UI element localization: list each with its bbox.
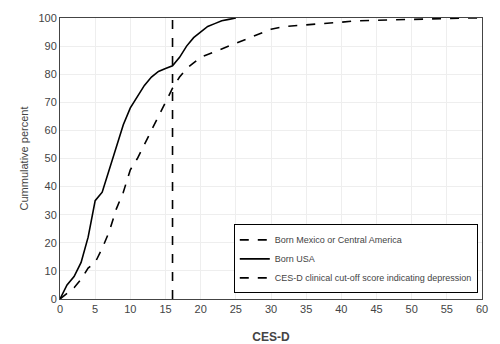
svg-text:15: 15 <box>159 303 171 315</box>
svg-text:40: 40 <box>335 303 347 315</box>
svg-text:60: 60 <box>45 124 57 136</box>
svg-text:45: 45 <box>370 303 382 315</box>
svg-text:0: 0 <box>51 293 57 305</box>
svg-text:10: 10 <box>124 303 136 315</box>
svg-text:80: 80 <box>45 68 57 80</box>
svg-text:50: 50 <box>45 152 57 164</box>
svg-text:35: 35 <box>300 303 312 315</box>
svg-text:Born USA: Born USA <box>275 254 315 264</box>
svg-text:55: 55 <box>441 303 453 315</box>
svg-text:30: 30 <box>45 209 57 221</box>
svg-text:CES-D clinical cut-off score i: CES-D clinical cut-off score indicating … <box>275 273 471 283</box>
svg-text:100: 100 <box>38 12 56 24</box>
svg-text:50: 50 <box>406 303 418 315</box>
svg-text:10: 10 <box>45 265 57 277</box>
svg-text:20: 20 <box>45 237 57 249</box>
svg-text:40: 40 <box>45 180 57 192</box>
svg-text:5: 5 <box>92 303 98 315</box>
svg-text:70: 70 <box>45 96 57 108</box>
svg-text:CES-D: CES-D <box>252 330 290 344</box>
svg-text:90: 90 <box>45 40 57 52</box>
svg-text:0: 0 <box>57 303 63 315</box>
svg-text:30: 30 <box>265 303 277 315</box>
svg-text:25: 25 <box>230 303 242 315</box>
svg-text:60: 60 <box>476 303 488 315</box>
svg-text:20: 20 <box>195 303 207 315</box>
svg-text:Born Mexico or Central America: Born Mexico or Central America <box>275 235 402 245</box>
svg-text:Cummulative percent: Cummulative percent <box>18 107 30 211</box>
